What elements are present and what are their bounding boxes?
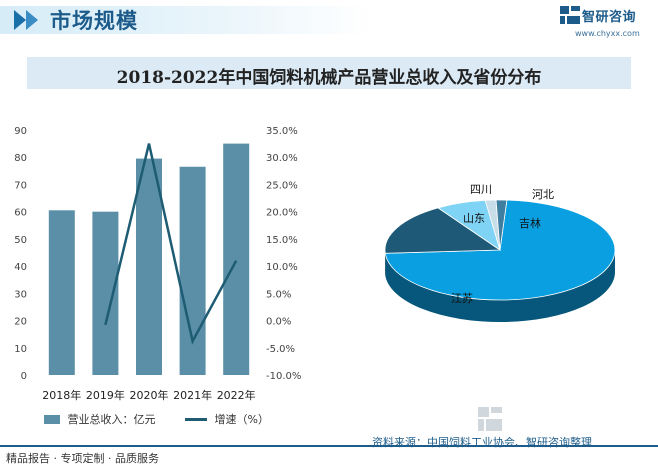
header-arrow-icon bbox=[14, 10, 26, 30]
y-left-tick-label: 50 bbox=[14, 235, 27, 246]
y-left-tick-label: 80 bbox=[14, 153, 27, 164]
y-right-tick-label: 0.0% bbox=[266, 317, 291, 328]
bar bbox=[92, 211, 119, 375]
pie-slice-side bbox=[385, 250, 615, 322]
y-right-tick-label: 35.0% bbox=[266, 126, 298, 137]
y-left-tick-label: 40 bbox=[14, 262, 27, 273]
y-left-tick-label: 20 bbox=[14, 317, 27, 328]
footer-tagline: 精品报告 · 专项定制 · 品质服务 bbox=[6, 452, 159, 465]
chart-legend: 营业总收入：亿元 增速（%） bbox=[44, 411, 269, 427]
brand-logo-icon bbox=[560, 6, 580, 24]
source-note: 资料来源：中国饲料工业协会、智研咨询整理 bbox=[372, 436, 592, 449]
y-right-tick-label: 20.0% bbox=[266, 208, 298, 219]
footer-divider bbox=[0, 445, 658, 447]
pie-slice bbox=[384, 207, 502, 254]
pie-slice-label: 河北 bbox=[532, 188, 554, 201]
pie-slice-label: 江苏 bbox=[451, 292, 473, 305]
y-right-tick-label: 10.0% bbox=[266, 262, 298, 273]
y-left-tick-label: 60 bbox=[14, 208, 27, 219]
header-band bbox=[0, 6, 372, 34]
legend-line-swatch bbox=[185, 417, 207, 421]
y-left-tick-label: 70 bbox=[14, 180, 27, 191]
bar bbox=[48, 210, 75, 375]
brand-url: www.chyxx.com bbox=[575, 29, 640, 38]
y-right-tick-label: 30.0% bbox=[266, 153, 298, 164]
x-tick-label: 2020年 bbox=[130, 388, 169, 402]
pie-slice bbox=[495, 199, 508, 251]
header-arrow-icon bbox=[26, 10, 38, 30]
pie-slice-label: 山东 bbox=[463, 212, 485, 225]
pie-chart: 江苏 吉林 山东 四川 河北 bbox=[384, 183, 616, 322]
y-right-tick-label: 15.0% bbox=[266, 235, 298, 246]
bar bbox=[136, 158, 162, 375]
page-header: 市场规模 bbox=[0, 0, 658, 40]
y-left-tick-label: 10 bbox=[14, 344, 27, 355]
x-tick-label: 2019年 bbox=[86, 388, 125, 402]
bar-line-chart: 0 10 20 30 40 50 60 70 80 90 -10.0% -5.0% 0.0% 5.0% 10… bbox=[14, 126, 301, 402]
x-tick-label: 2022年 bbox=[217, 388, 256, 402]
y-right-tick-label: 25.0% bbox=[266, 180, 298, 191]
y-right-tick-label: 5.0% bbox=[266, 289, 291, 300]
chart-title: 2018-2022年中国饲料机械产品营业总收入及省份分布 bbox=[116, 68, 542, 88]
pie-slice-label: 四川 bbox=[470, 183, 492, 196]
legend-bar-swatch bbox=[44, 414, 60, 424]
y-left-tick-label: 30 bbox=[14, 289, 27, 300]
brand-name: 智研咨询 bbox=[582, 10, 637, 25]
y-right-tick-label: -10.0% bbox=[266, 371, 301, 382]
y-right-tick-label: -5.0% bbox=[266, 344, 295, 355]
legend-bar-label: 营业总收入：亿元 bbox=[67, 413, 156, 426]
y-left-tick-label: 90 bbox=[14, 126, 27, 137]
legend-line-label: 增速（%） bbox=[214, 413, 269, 426]
y-left-tick-label: 0 bbox=[21, 371, 27, 382]
section-title: 市场规模 bbox=[50, 8, 138, 33]
x-tick-label: 2021年 bbox=[173, 388, 212, 402]
pie-slice-label: 吉林 bbox=[519, 216, 541, 230]
growth-line bbox=[104, 143, 238, 345]
watermark-logo-icon bbox=[478, 407, 502, 431]
bar bbox=[223, 143, 250, 375]
chart-title-band: 2018-2022年中国饲料机械产品营业总收入及省份分布 bbox=[27, 57, 631, 89]
x-tick-label: 2018年 bbox=[42, 388, 81, 402]
